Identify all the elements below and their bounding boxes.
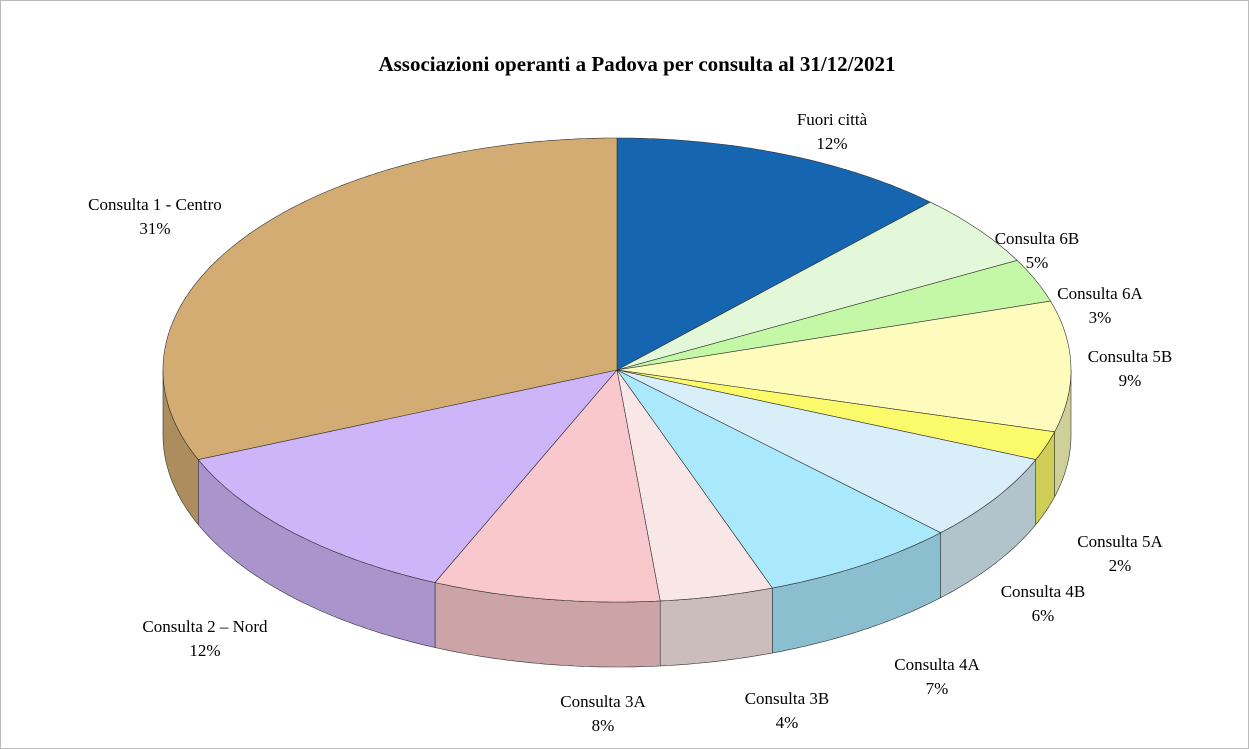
value-label: 2% [1109,556,1132,575]
slice [616,369,1056,460]
slice-label: Consulta 2 – Nord [142,617,268,636]
value-label: 6% [1032,606,1055,625]
slice [616,369,773,602]
slice [616,369,942,589]
slice-label: Consulta 4A [894,655,980,674]
slice [616,201,1018,371]
value-label: 12% [189,641,220,660]
slice-label: Consulta 3B [745,689,830,708]
slice [162,137,618,460]
slice [616,260,1051,371]
slice-label: Consulta 5B [1088,347,1173,366]
value-label: 31% [139,219,170,238]
slice [434,369,661,603]
value-label: 5% [1026,253,1049,272]
slice-label: Consulta 4B [1001,582,1086,601]
value-label: 7% [926,679,949,698]
value-label: 4% [776,713,799,732]
slice-label: Fuori città [797,110,868,129]
slice [616,300,1072,433]
slice [616,369,1037,534]
slice-label: Consulta 3A [560,692,646,711]
value-label: 8% [592,716,615,735]
chart-title: Associazioni operanti a Padova per consu… [378,52,895,76]
value-label: 12% [816,134,847,153]
slice-label: Consulta 6B [995,229,1080,248]
slice-label: Consulta 6A [1057,284,1143,303]
slice-label: Consulta 5A [1077,532,1163,551]
value-label: 3% [1089,308,1112,327]
slice-label: Consulta 1 - Centro [88,195,222,214]
value-label: 9% [1119,371,1142,390]
slice [197,369,618,583]
slice [616,137,931,371]
